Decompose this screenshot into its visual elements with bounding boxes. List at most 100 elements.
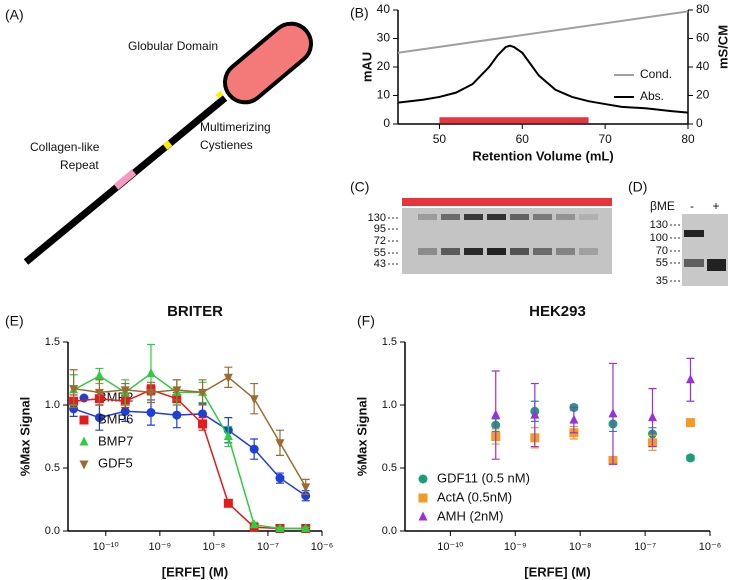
- x-tick-label: 50: [433, 132, 447, 146]
- gel-band: [556, 214, 575, 220]
- marker: [418, 511, 428, 521]
- gel-band: [464, 214, 483, 220]
- marker: [249, 395, 259, 405]
- fit-line: [73, 408, 307, 497]
- y-axis-label: %Max Signal: [354, 397, 369, 476]
- marker: [223, 431, 233, 440]
- marker: [249, 444, 259, 454]
- marker: [418, 493, 428, 503]
- gel-band: [510, 214, 529, 220]
- marker: [79, 460, 89, 470]
- x-tick-label: 10⁻⁹: [148, 541, 171, 553]
- legend-label: GDF5: [98, 455, 133, 470]
- diagram-label: Cystienes: [200, 138, 253, 152]
- marker: [491, 409, 501, 419]
- gel-bands: [418, 214, 598, 255]
- gel-band: [441, 214, 460, 220]
- marker: [647, 412, 657, 422]
- y-tick-label: 0.0: [45, 525, 60, 537]
- fraction-bar: [402, 198, 612, 206]
- y-axis-label: mAU: [359, 52, 374, 82]
- panel-label: (D): [628, 179, 647, 195]
- chart-title: HEK293: [529, 303, 586, 320]
- y-tick-label: 1.0: [45, 399, 60, 411]
- legend-label: GDF11 (0.5 nM): [437, 470, 530, 485]
- gel: [682, 214, 728, 286]
- cysteine-mark: [215, 91, 224, 99]
- marker: [79, 436, 89, 446]
- gel-band: [533, 214, 552, 220]
- marker: [530, 409, 540, 419]
- gel-band: [579, 248, 598, 255]
- x-tick-label: 70: [598, 132, 612, 146]
- x-tick-label: 10⁻⁸: [203, 541, 226, 553]
- marker: [608, 408, 618, 418]
- panel-label: (A): [5, 7, 24, 23]
- marker: [685, 418, 695, 428]
- x-tick-label: 80: [681, 132, 695, 146]
- x-tick-label: 10⁻⁶: [311, 541, 334, 553]
- x-tick-label: 10⁻⁸: [569, 541, 592, 553]
- marker: [94, 413, 104, 423]
- fit-line: [73, 372, 306, 530]
- legend-label: BMP6: [98, 411, 133, 426]
- ladder-label: 35: [656, 275, 668, 287]
- ladder-label: 130: [650, 219, 668, 231]
- gel-band: [707, 259, 726, 271]
- gel-band: [441, 248, 460, 255]
- y2-tick-label: 40: [696, 59, 710, 73]
- gel-band: [464, 248, 483, 255]
- marker: [198, 388, 208, 398]
- legend-label: ActA (0.5nM): [437, 489, 512, 504]
- marker: [146, 368, 156, 377]
- x-tick-label: 10⁻⁹: [504, 541, 527, 553]
- ladder-label: 55: [656, 257, 668, 269]
- marker: [198, 419, 208, 429]
- x-tick-label: 10⁻⁷: [634, 541, 656, 553]
- marker: [120, 386, 130, 396]
- ladder-label: 100: [650, 232, 668, 244]
- marker: [223, 498, 233, 508]
- panel-label: (E): [5, 313, 24, 329]
- gel-band: [418, 248, 437, 255]
- marker: [69, 404, 79, 414]
- marker: [223, 373, 233, 383]
- y-tick-label: 30: [377, 31, 391, 45]
- cysteine-mark: [162, 140, 173, 150]
- marker: [301, 483, 311, 493]
- y-tick-label: 0.0: [382, 525, 397, 537]
- y-tick-label: 10: [377, 88, 391, 102]
- y2-tick-label: 80: [696, 2, 710, 16]
- gel-band: [684, 230, 704, 237]
- x-tick-label: 10⁻⁶: [699, 541, 722, 553]
- ladder-label: 70: [656, 245, 668, 257]
- diagram-label: Repeat: [60, 158, 99, 172]
- marker: [172, 386, 182, 396]
- ladder-label: 72: [374, 235, 386, 247]
- y-tick-label: 1.5: [382, 336, 397, 348]
- diagram-label: Globular Domain: [128, 39, 218, 53]
- marker: [146, 408, 156, 418]
- collagen-segment: [113, 169, 137, 190]
- marker: [685, 453, 695, 463]
- marker: [249, 519, 259, 529]
- marker: [275, 473, 285, 483]
- fit-line: [73, 389, 306, 530]
- x-axis-label: [ERFE] (M): [524, 564, 590, 579]
- y2-tick-label: 0: [696, 116, 703, 130]
- y2-axis-label: mS/CM: [715, 25, 730, 69]
- series-line: [397, 10, 689, 54]
- gel: [402, 208, 612, 274]
- marker: [418, 474, 428, 484]
- marker: [120, 406, 130, 416]
- y-tick-label: 1.0: [382, 399, 397, 411]
- x-axis-label: Retention Volume (mL): [472, 148, 613, 163]
- marker: [685, 374, 695, 384]
- y-tick-label: 1.5: [45, 336, 60, 348]
- protein-diagram: [23, 21, 313, 265]
- y-axis-label: %Max Signal: [17, 397, 32, 476]
- ladder-label: 55: [374, 247, 386, 259]
- marker: [94, 370, 104, 380]
- y-tick-label: 0: [383, 116, 390, 130]
